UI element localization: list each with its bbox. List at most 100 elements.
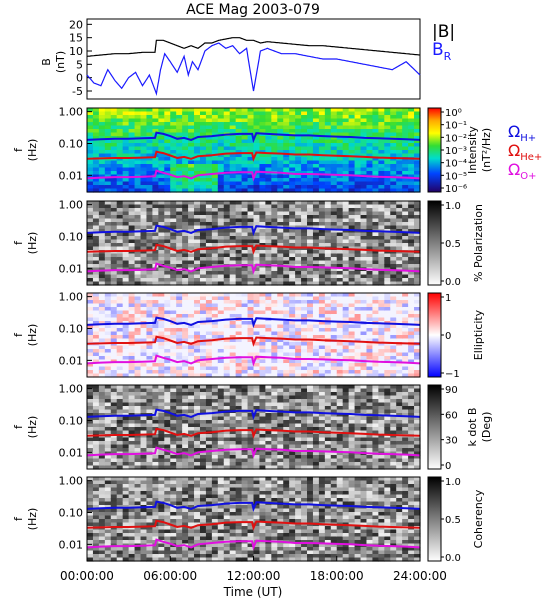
heatmap-cell (217, 278, 225, 283)
heatmap-cell (259, 356, 266, 361)
heatmap-cell (87, 218, 94, 223)
heatmap-cell (199, 136, 207, 141)
heatmap-cell (402, 164, 409, 169)
heatmap-cell (301, 335, 308, 340)
heatmap-cell (253, 201, 261, 206)
heatmap-cell (122, 125, 130, 130)
heatmap-cell (116, 246, 124, 251)
heatmap-cell (92, 423, 100, 428)
heatmap-cell (247, 399, 255, 404)
heatmap-cell (199, 317, 207, 322)
heatmap-cell (104, 129, 112, 134)
heatmap-cell (164, 300, 171, 305)
heatmap-cell (146, 335, 154, 340)
heatmap-cell (170, 307, 177, 312)
heatmap-cell (289, 303, 296, 308)
heatmap-cell (378, 264, 385, 269)
heatmap-cell (330, 174, 338, 179)
heatmap-cell (128, 264, 136, 269)
heatmap-cell (408, 222, 415, 227)
heatmap-cell (378, 146, 385, 151)
heatmap-cell (289, 349, 296, 354)
heatmap-cell (158, 271, 165, 276)
heatmap-cell (164, 324, 171, 329)
heatmap-cell (277, 363, 284, 368)
heatmap-cell (146, 236, 154, 241)
heatmap-cell (342, 300, 350, 305)
heatmap-cell (235, 178, 243, 183)
heatmap-cell (402, 260, 409, 265)
heatmap-cell (110, 271, 118, 276)
heatmap-cell (336, 232, 344, 237)
heatmap-cell (170, 253, 177, 258)
heatmap-cell (211, 402, 219, 407)
heatmap-cell (253, 174, 261, 179)
heatmap-cell (182, 427, 189, 432)
heatmap-cell (146, 118, 154, 123)
heatmap-cell (116, 171, 124, 176)
heatmap-cell (122, 239, 130, 244)
heatmap-cell (372, 264, 379, 269)
heatmap-cell (277, 321, 284, 326)
heatmap-cell (152, 271, 159, 276)
heatmap-cell (122, 274, 130, 279)
heatmap-cell (402, 264, 409, 269)
heatmap-cell (229, 434, 237, 439)
heatmap-cell (194, 314, 201, 319)
heatmap-cell (384, 338, 391, 343)
heatmap-cell (199, 171, 207, 176)
heatmap-cell (330, 345, 338, 350)
heatmap-cell (318, 243, 326, 248)
heatmap-cell (87, 416, 94, 421)
heatmap-cell (194, 274, 201, 279)
heatmap-cell (301, 153, 308, 158)
heatmap-cell (122, 293, 130, 298)
heatmap-cell (307, 232, 314, 237)
heatmap-cell (152, 314, 159, 319)
heatmap-cell (307, 218, 314, 223)
heatmap-cell (223, 363, 231, 368)
heatmap-cell (271, 185, 278, 190)
heatmap-cell (271, 314, 278, 319)
heatmap-cell (182, 338, 189, 343)
heatmap-cell (247, 465, 255, 470)
heatmap-cell (277, 222, 284, 227)
heatmap-cell (164, 458, 171, 463)
heatmap-cell (414, 118, 421, 123)
heatmap-cell (199, 139, 207, 144)
heatmap-cell (277, 118, 284, 123)
heatmap-cell (277, 185, 284, 190)
heatmap-cell (295, 366, 302, 371)
heatmap-cell (259, 139, 266, 144)
heatmap-cell (170, 363, 177, 368)
heatmap-cell (354, 310, 362, 315)
figure-title: ACE Mag 2003-079 (186, 2, 320, 18)
heatmap-cell (199, 260, 207, 265)
heatmap-cell (188, 167, 195, 172)
heatmap-cell (140, 310, 148, 315)
heatmap-cell (330, 225, 338, 230)
heatmap-cell (235, 139, 243, 144)
heatmap-cell (271, 160, 278, 165)
heatmap-cell (170, 281, 177, 286)
heatmap-cell (372, 293, 379, 298)
heatmap-cell (277, 246, 284, 251)
heatmap-cell (188, 225, 195, 230)
heatmap-cell (396, 338, 403, 343)
heatmap-cell (384, 150, 391, 155)
heatmap-cell (92, 458, 100, 463)
heatmap-cell (170, 392, 177, 397)
heatmap-cell (241, 236, 249, 241)
heatmap-cell (354, 150, 362, 155)
heatmap-cell (194, 236, 201, 241)
heatmap-cell (408, 111, 415, 116)
heatmap-cell (414, 132, 421, 137)
heatmap-cell (277, 331, 284, 336)
heatmap-cell (366, 181, 374, 186)
heatmap-cell (348, 264, 356, 269)
heatmap-cell (194, 171, 201, 176)
heatmap-cell (277, 125, 284, 130)
heatmap-cell (402, 310, 409, 315)
heatmap-cell (199, 462, 207, 467)
